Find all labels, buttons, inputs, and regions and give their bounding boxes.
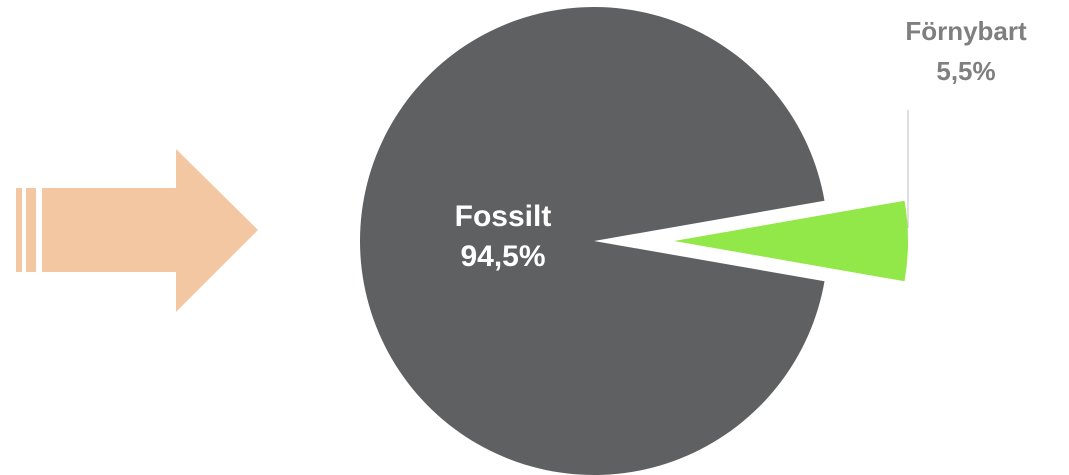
pie-slice-fossilt: [360, 7, 825, 475]
slice-label-fornybart-value: 5,5%: [936, 56, 995, 86]
slice-label-fossilt-name: Fossilt: [455, 200, 552, 233]
slice-label-fornybart-name: Förnybart: [905, 16, 1027, 46]
slice-label-fossilt-value: 94,5%: [460, 240, 545, 273]
pie-slice-fornybart: [674, 200, 908, 282]
right-arrow-icon: [16, 149, 258, 312]
